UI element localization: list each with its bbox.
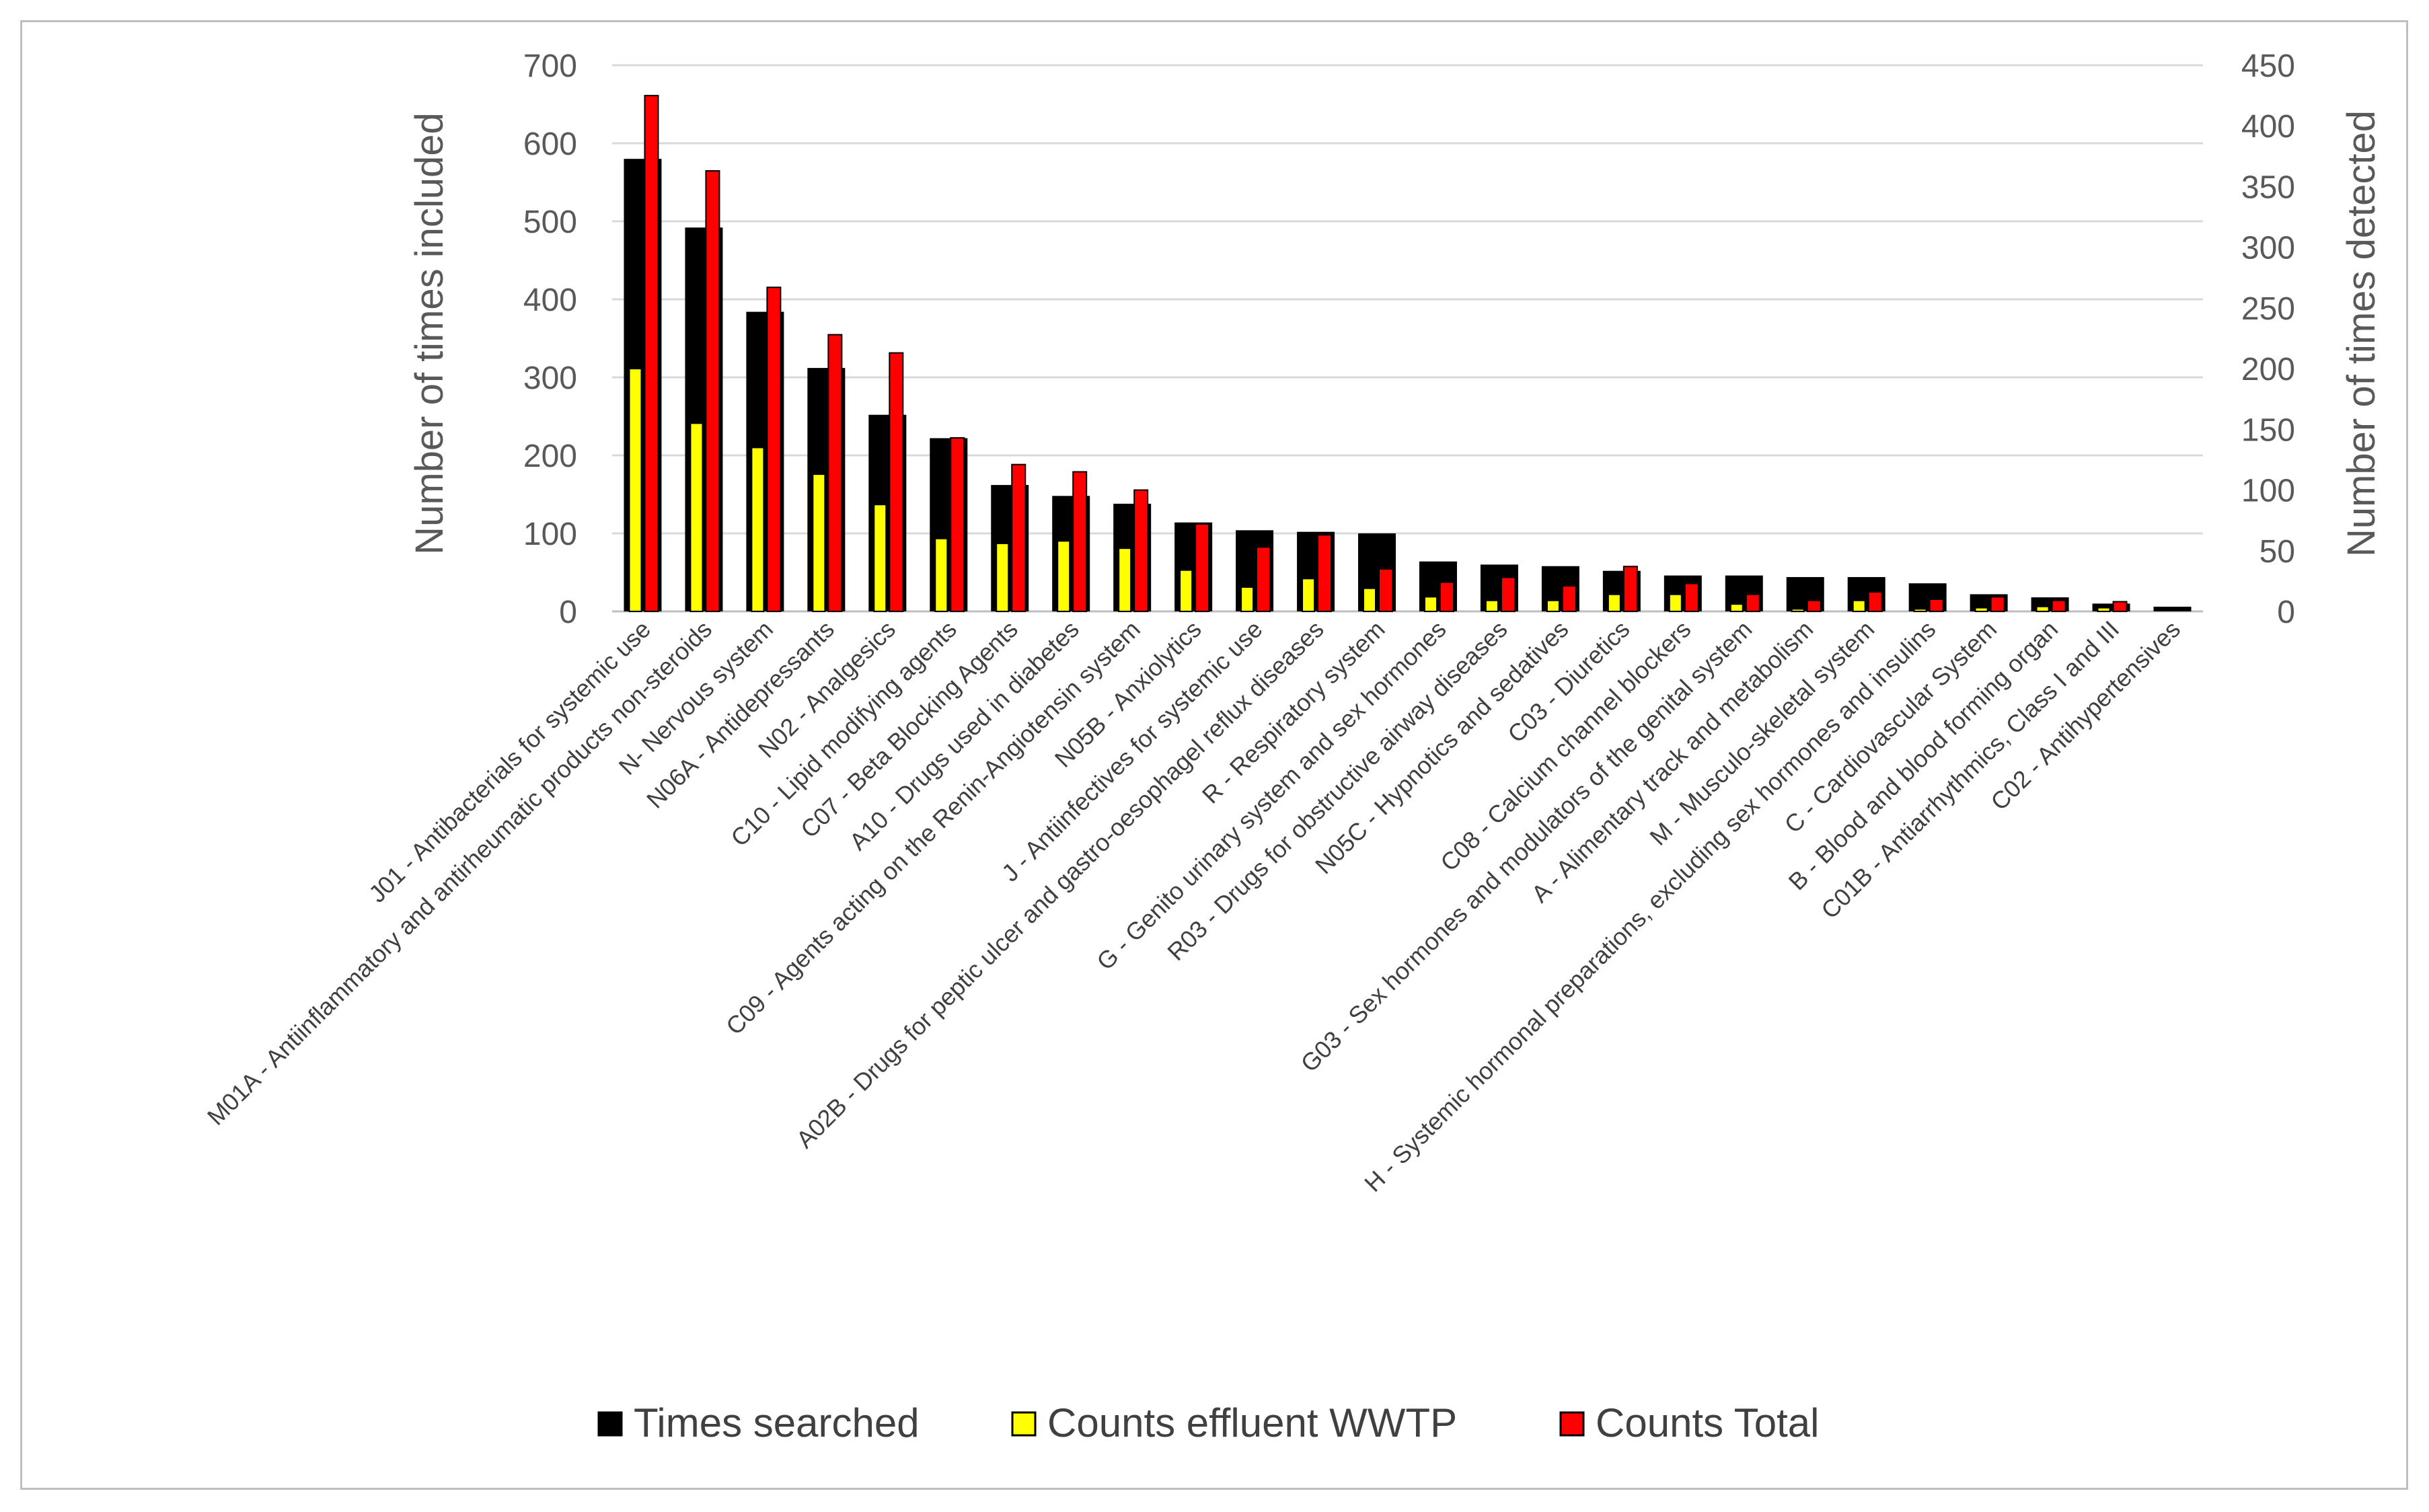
gridlines [612,64,2203,613]
bar-counts-effluent-wwtp [1913,608,1927,613]
y2-tick-label: 300 [2241,231,2295,266]
bar-counts-total [1867,591,1883,613]
y-tick-label: 600 [523,126,577,162]
bar-counts-total [1011,463,1026,613]
y2-tick-label: 400 [2241,109,2295,145]
bar-times-searched [2153,607,2192,611]
bar-counts-total [1806,599,1822,613]
bar-counts-total [827,334,843,612]
y2-tick-label: 150 [2241,412,2295,448]
y2-tick-label: 350 [2241,169,2295,205]
bar-counts-effluent-wwtp [1240,586,1255,613]
y2-tick-label: 200 [2241,352,2295,387]
bar-counts-effluent-wwtp [1546,599,1560,613]
bar-counts-effluent-wwtp [1852,599,1866,613]
bar-counts-effluent-wwtp [873,504,887,612]
y-tick-label: 400 [523,282,577,318]
bar-counts-total [1378,568,1394,612]
bar-counts-effluent-wwtp [1302,578,1316,613]
bar-counts-total [1990,596,2005,613]
bar-counts-total [1195,523,1210,613]
y-tick-label: 700 [523,48,577,84]
bar-counts-total [644,95,659,613]
bar-counts-total [950,437,965,612]
bar-counts-effluent-wwtp [1729,603,1744,613]
bar-counts-effluent-wwtp [2035,605,2050,613]
bar-counts-effluent-wwtp [1791,608,1805,613]
y2-tick-label: 250 [2241,291,2295,327]
left-axis-ticks: 0 100 200 300 400 500 600 700 [523,48,577,630]
bar-counts-effluent-wwtp [1423,596,1437,613]
bar-times-searched [2092,603,2130,611]
bar-counts-effluent-wwtp [1668,593,1682,613]
y-tick-label: 300 [523,361,577,396]
bar-counts-effluent-wwtp [1057,540,1071,612]
y2-axis-title: Number of times detected [2340,110,2383,557]
bar-counts-effluent-wwtp [751,447,765,613]
bar-counts-total [1622,566,1638,612]
category-labels: J01 - Antibacterials for systemic useM01… [202,615,2185,1197]
y-tick-label: 0 [559,595,577,630]
bar-counts-total [1500,576,1516,613]
bar-counts-total [1072,471,1088,612]
bar-counts-total [2112,601,2128,613]
y2-tick-label: 450 [2241,48,2295,84]
chart-frame [20,20,2408,1490]
bar-counts-effluent-wwtp [1363,587,1377,613]
bar-counts-total [2051,599,2066,613]
bar-counts-effluent-wwtp [812,474,826,612]
bar-counts-total [1256,546,1271,612]
y-tick-label: 500 [523,204,577,240]
y-axis-title: Number of times included [408,112,451,555]
bar-counts-total [889,352,904,612]
bar-counts-effluent-wwtp [1118,547,1132,612]
bar-counts-effluent-wwtp [1485,599,1499,613]
right-axis-ticks: 0 50 100 150 200 250 300 350 400 450 [2241,48,2295,630]
bar-counts-effluent-wwtp [934,537,948,613]
bar-counts-effluent-wwtp [996,542,1010,612]
y-tick-label: 100 [523,517,577,552]
bar-counts-total [1561,585,1577,613]
legend-swatch [1559,1411,1585,1437]
category-label: J01 - Antibacterials for systemic use [363,615,656,908]
bar-counts-effluent-wwtp [1974,607,1988,613]
bar-counts-total [1439,581,1454,613]
legend-label: Counts Total [1596,1400,1819,1445]
legend-label: Times searched [634,1400,920,1445]
bar-counts-total [1684,582,1699,613]
bar-counts-total [705,169,720,612]
bar-counts-total [1745,593,1760,613]
bar-counts-effluent-wwtp [628,368,642,612]
y2-tick-label: 50 [2259,534,2295,570]
y-tick-label: 200 [523,439,577,474]
bar-counts-effluent-wwtp [1607,593,1621,613]
bar-counts-total [1133,489,1149,612]
y2-tick-label: 100 [2241,474,2295,509]
legend-swatch [597,1411,623,1437]
bar-counts-total [1317,534,1333,613]
bar-counts-effluent-wwtp [2097,607,2111,613]
bar-counts-total [766,287,782,612]
bar-counts-effluent-wwtp [1179,569,1193,612]
y2-tick-label: 0 [2277,595,2295,630]
bar-counts-total [1929,598,1944,613]
bar-counts-effluent-wwtp [689,422,704,612]
legend-label: Counts effluent WWTP [1047,1400,1457,1445]
legend: Times searched Counts effluent WWTP Counts… [597,1400,1819,1445]
legend-swatch [1011,1411,1037,1437]
bars [624,95,2192,613]
category-label: M01A - Antiinflammatory and antirheumati… [202,615,717,1131]
